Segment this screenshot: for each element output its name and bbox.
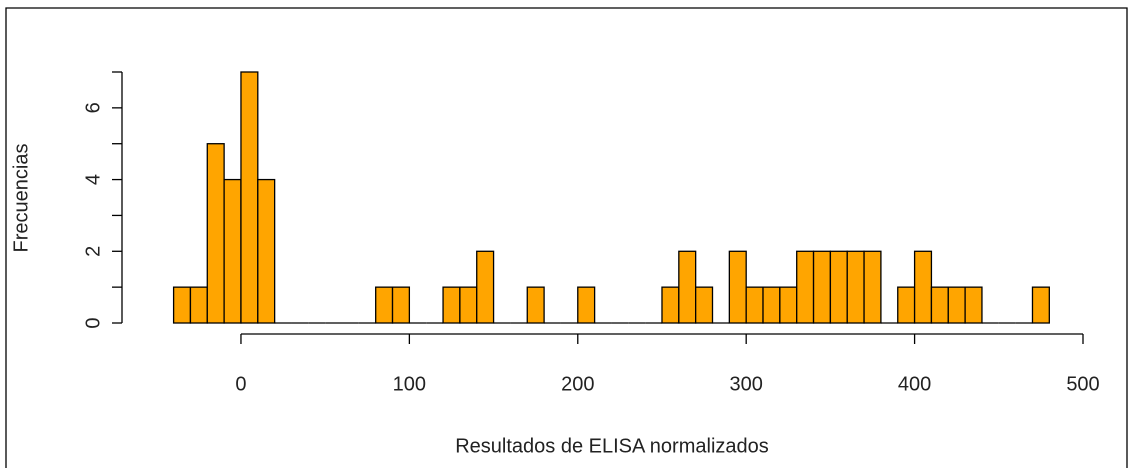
bar [863, 250, 882, 324]
bar [779, 286, 798, 324]
bar [577, 286, 596, 324]
bar [812, 250, 832, 324]
bar [240, 71, 259, 324]
y-tick-label: 2 [82, 246, 104, 257]
bar [947, 286, 966, 324]
bar [695, 286, 714, 324]
bar [391, 286, 411, 324]
x-tick-label: 300 [729, 373, 762, 395]
bar [206, 143, 225, 324]
bar [796, 250, 815, 324]
bar [678, 250, 697, 324]
bar [913, 250, 933, 324]
bar [728, 250, 747, 324]
bar [897, 286, 916, 324]
y-tick-label: 6 [82, 102, 104, 113]
bar [745, 286, 764, 324]
bar [964, 286, 983, 324]
x-axis-label: Resultados de ELISA normalizados [455, 435, 769, 457]
bar [930, 286, 949, 324]
bar [762, 286, 781, 324]
bar [526, 286, 545, 324]
bar [661, 286, 680, 324]
bar [257, 178, 276, 324]
bar [476, 250, 495, 324]
bar [223, 178, 242, 324]
frame [5, 7, 1128, 468]
bar [829, 250, 848, 324]
bar [846, 250, 865, 324]
bar [189, 286, 208, 324]
bar [1031, 286, 1050, 324]
y-axis-label: Frecuencias [10, 144, 32, 253]
x-tick-label: 500 [1066, 373, 1099, 395]
bar [375, 286, 394, 324]
bar [442, 286, 461, 324]
x-tick-label: 400 [898, 373, 931, 395]
x-tick-label: 200 [561, 373, 594, 395]
y-tick-label: 0 [82, 317, 104, 328]
x-tick-label: 0 [235, 373, 246, 395]
x-tick-label: 100 [393, 373, 426, 395]
bar [172, 286, 192, 324]
bar [459, 286, 478, 324]
y-tick-label: 4 [82, 174, 104, 185]
